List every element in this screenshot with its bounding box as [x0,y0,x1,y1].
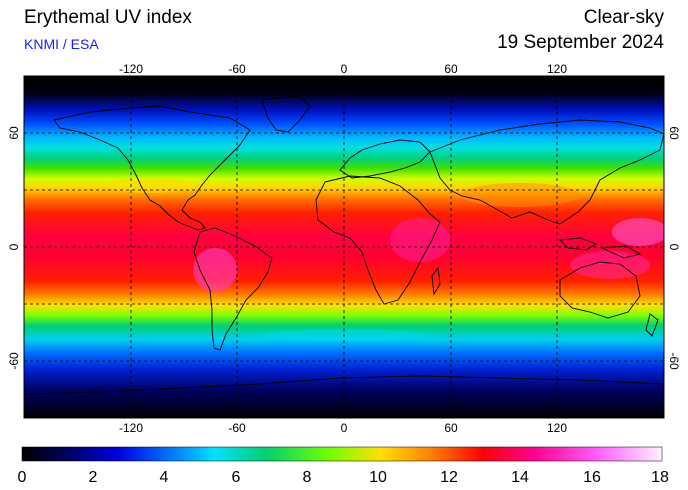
colorbar-tick: 18 [651,469,669,486]
colorbar-tick: 16 [583,469,601,486]
map-title: Erythemal UV index [24,7,192,28]
lat-label: -60 [7,352,21,370]
colorbar-tick: 0 [18,469,27,486]
colorbar-tick: 2 [89,469,98,486]
lon-label: -120 [119,62,143,76]
lat-labels-right: 60 0 -60 [667,126,681,370]
colorbar-tick: 4 [160,469,169,486]
lon-label: -120 [119,421,143,435]
lon-label: 120 [547,421,567,435]
lon-label: 0 [341,421,348,435]
map-date: 19 September 2024 [497,32,664,53]
lat-label: -60 [667,352,681,370]
lon-label: 60 [444,421,458,435]
colorbar-tick: 14 [511,469,529,486]
lat-labels-left: 60 0 -60 [7,126,21,370]
lon-label: 0 [341,62,348,76]
colorbar-tick: 10 [369,469,387,486]
lon-labels-bottom: -120 -60 0 60 120 [119,421,567,435]
colorbar-tick: 6 [232,469,241,486]
data-source-label: KNMI / ESA [24,36,99,52]
colorbar [21,446,663,462]
sky-condition-label: Clear-sky [583,7,664,28]
lon-label: 60 [444,62,458,76]
lat-label: 60 [667,126,681,140]
lat-label: 0 [667,244,681,251]
lat-label: 60 [7,126,21,140]
colorbar-tick: 12 [440,469,458,486]
colorbar-tick: 8 [303,469,312,486]
lon-labels-top: -120 -60 0 60 120 [119,62,567,76]
lat-label: 0 [7,243,21,250]
graticule [24,76,664,418]
lon-label: -60 [228,421,246,435]
lon-label: 120 [547,62,567,76]
lon-label: -60 [228,62,246,76]
map-frame [23,75,665,419]
colorbar-labels: 0 2 4 6 8 10 12 14 16 18 [18,469,669,486]
